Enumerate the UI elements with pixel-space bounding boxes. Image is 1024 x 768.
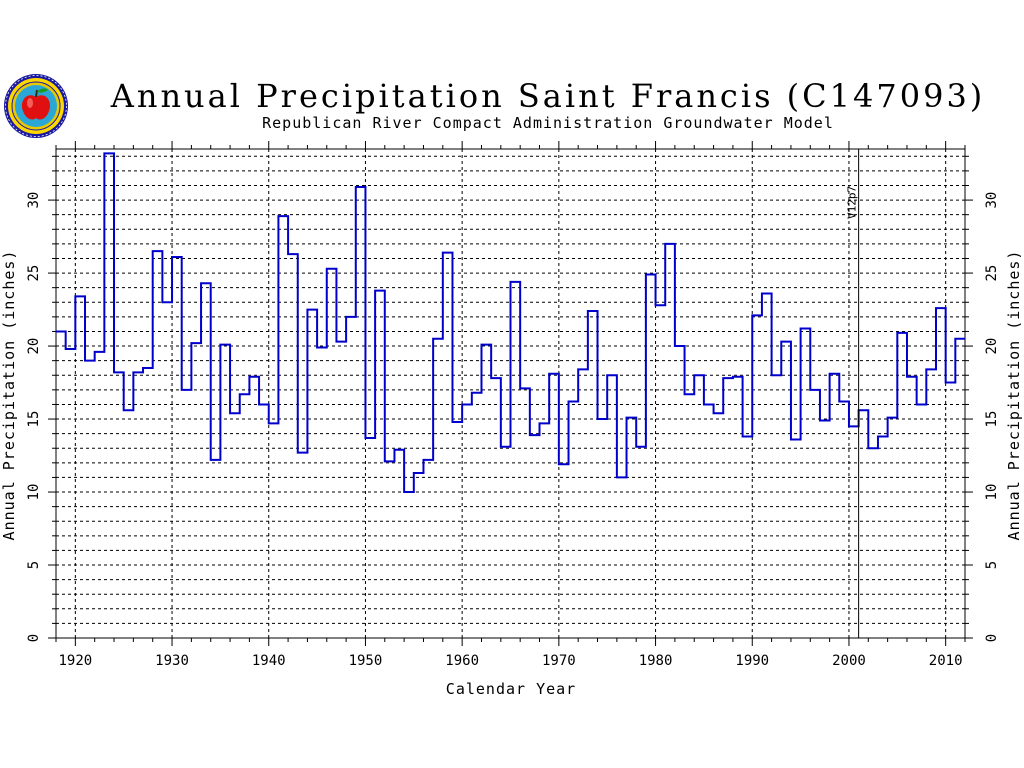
organization-seal-logo <box>3 73 69 139</box>
x-tick-label: 1970 <box>542 653 576 669</box>
annotation-label: V12p7 <box>846 186 859 219</box>
plot-frame <box>55 148 966 639</box>
y-tick-label-right: 25 <box>984 265 1000 282</box>
x-tick-label: 2010 <box>929 653 963 669</box>
x-tick-label: 1960 <box>445 653 479 669</box>
y-tick-label-left: 15 <box>26 411 42 428</box>
y-axis-label-left: Annual Precipitation (inches) <box>0 250 18 541</box>
y-tick-label-left: 10 <box>26 484 42 501</box>
y-tick-label-left: 20 <box>26 338 42 355</box>
y-tick-label-right: 5 <box>984 561 1000 569</box>
x-tick-label: 1990 <box>735 653 769 669</box>
y-tick-label-right: 20 <box>984 338 1000 355</box>
x-tick-label: 1980 <box>639 653 673 669</box>
y-tick-label-left: 30 <box>26 192 42 209</box>
x-tick-label: 1950 <box>349 653 383 669</box>
x-tick-label: 1930 <box>155 653 189 669</box>
y-tick-label-left: 5 <box>26 561 42 569</box>
chart-subtitle: Republican River Compact Administration … <box>262 114 834 132</box>
data-series <box>56 152 965 494</box>
x-tick-label: 1940 <box>252 653 286 669</box>
y-tick-label-left: 0 <box>26 634 42 642</box>
x-tick-label: 1920 <box>58 653 92 669</box>
chart-title: Annual Precipitation Saint Francis (C147… <box>110 77 986 115</box>
y-tick-label-right: 30 <box>984 192 1000 209</box>
axis-ticks <box>48 141 973 646</box>
y-tick-label-right: 10 <box>984 484 1000 501</box>
grid-lines <box>56 149 965 638</box>
y-tick-label-right: 15 <box>984 411 1000 428</box>
x-tick-label: 2000 <box>832 653 866 669</box>
precipitation-step-line <box>56 152 965 494</box>
y-tick-label-left: 25 <box>26 265 42 282</box>
tick-labels: 1920 1930 1940 1950 1960 1970 1980 1990 2000 2010… <box>26 149 1000 669</box>
x-axis-label: Calendar Year <box>446 680 576 698</box>
y-tick-label-right: 0 <box>984 634 1000 642</box>
y-axis-label-right: Annual Precipitation (inches) <box>1005 250 1023 541</box>
apple-seal-icon <box>4 74 68 138</box>
